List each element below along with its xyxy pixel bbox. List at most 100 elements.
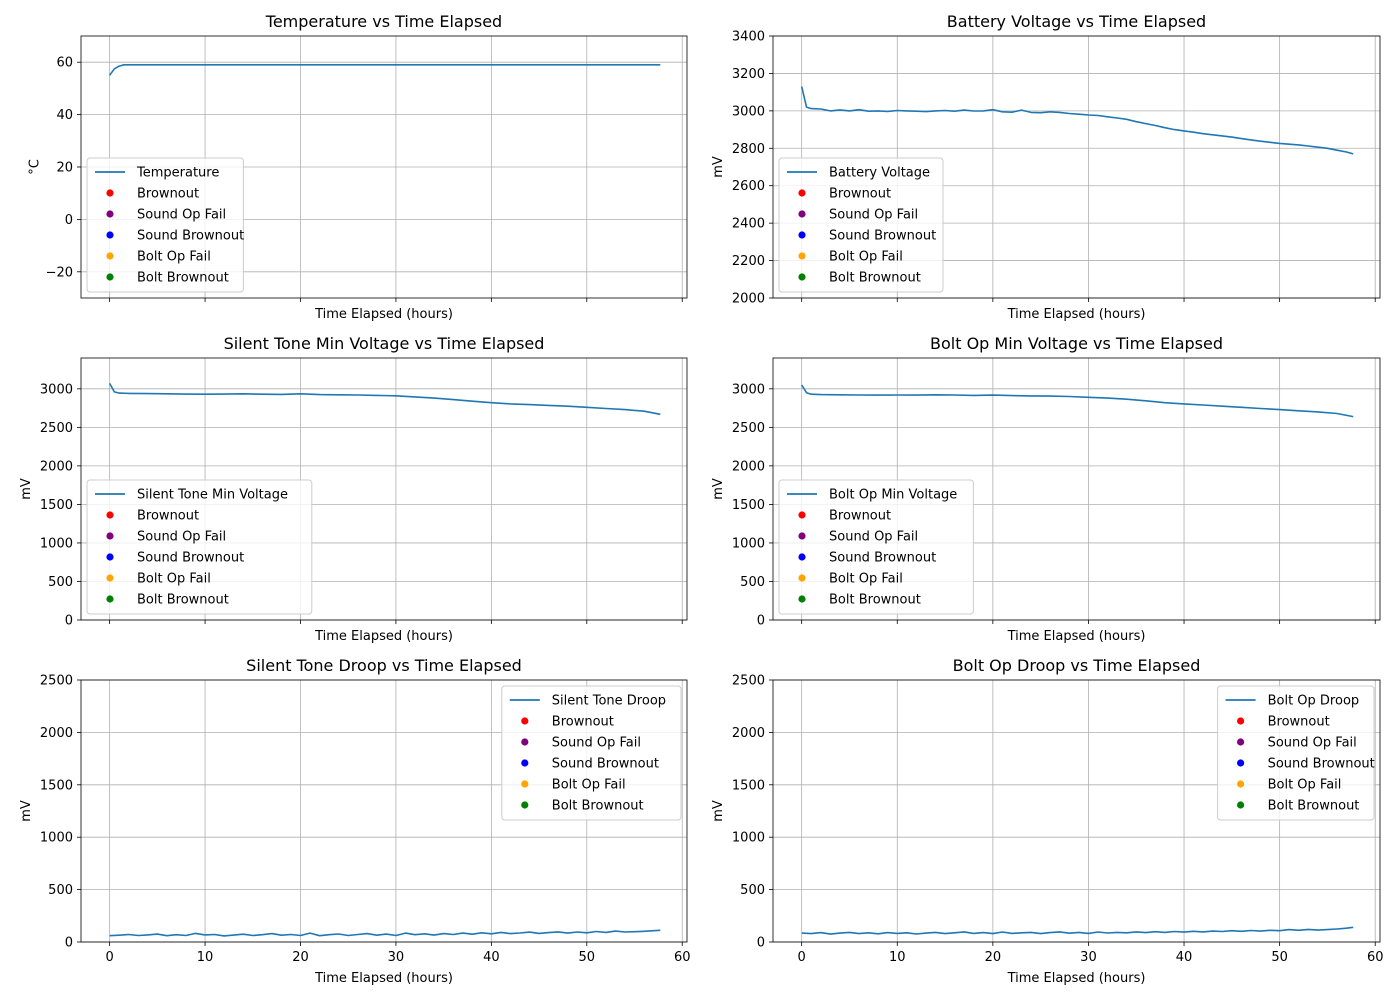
series-line-temperature xyxy=(108,64,661,76)
legend-marker-bolt-brownout xyxy=(521,801,529,809)
legend-label-sound-brownout: Sound Brownout xyxy=(1268,757,1375,772)
y-tick-label: 1500 xyxy=(732,498,765,513)
x-tick-label: 0 xyxy=(798,950,806,965)
legend-label-sound-brownout: Sound Brownout xyxy=(137,551,244,566)
chart-panel-4: 0 500 1000 1500 2000 2500 3000 Bolt Op Min Volt… xyxy=(711,334,1381,644)
axes-frame xyxy=(772,35,1381,299)
x-tick-label: 50 xyxy=(579,950,596,965)
x-tick-label: 20 xyxy=(292,950,309,965)
y-tick-label: 2000 xyxy=(40,459,73,474)
legend-marker-sound-brownout xyxy=(798,553,806,561)
legend-marker-sound-op-fail xyxy=(1237,738,1245,746)
legend-label-silent-tone-droop: Silent Tone Droop xyxy=(552,694,666,709)
x-tick-label: 60 xyxy=(1367,950,1384,965)
legend-label-sound-op-fail: Sound Op Fail xyxy=(829,208,918,223)
legend-label-brownout: Brownout xyxy=(137,187,199,202)
legend-marker-bolt-brownout xyxy=(798,273,806,281)
x-tick-label: 40 xyxy=(1176,950,1193,965)
legend-marker-sound-brownout xyxy=(106,231,114,239)
series-line-silent-tone-droop xyxy=(109,929,661,937)
legend-label-bolt-brownout: Bolt Brownout xyxy=(1268,799,1360,814)
y-tick-label: 3000 xyxy=(732,104,765,119)
x-axis-label: Time Elapsed (hours) xyxy=(314,971,453,986)
legend-label-sound-op-fail: Sound Op Fail xyxy=(552,736,641,751)
legend-label-temperature: Temperature xyxy=(136,166,219,181)
y-tick-label: 2600 xyxy=(732,179,765,194)
y-tick-label: 500 xyxy=(740,575,765,590)
legend-marker-bolt-op-fail xyxy=(798,574,806,582)
legend-label-brownout: Brownout xyxy=(829,187,891,202)
legend-label-sound-brownout: Sound Brownout xyxy=(552,757,659,772)
y-tick-label: 1500 xyxy=(732,778,765,793)
legend-label-bolt-op-fail: Bolt Op Fail xyxy=(1268,778,1342,793)
x-tick-label: 30 xyxy=(388,950,405,965)
legend-marker-sound-op-fail xyxy=(106,210,114,218)
y-axis-label: mV xyxy=(711,156,726,178)
y-tick-label: 40 xyxy=(56,108,73,123)
legend-marker-bolt-brownout xyxy=(106,595,114,603)
x-tick-label: 10 xyxy=(197,950,214,965)
y-tick-label: 2000 xyxy=(732,459,765,474)
y-tick-label: 60 xyxy=(56,56,73,71)
axes-frame xyxy=(80,679,688,943)
y-tick-label: 1000 xyxy=(732,831,765,846)
legend-label-bolt-op-min-voltage: Bolt Op Min Voltage xyxy=(829,488,957,503)
legend: Bolt Op Min Voltage Brownout Sound Op Fail… xyxy=(778,479,974,615)
chart-title: Battery Voltage vs Time Elapsed xyxy=(947,12,1206,31)
legend-label-battery-voltage: Battery Voltage xyxy=(829,166,930,181)
x-axis-label: Time Elapsed (hours) xyxy=(1007,971,1146,986)
legend-marker-bolt-op-fail xyxy=(106,574,114,582)
y-axis-label: mV xyxy=(19,478,34,500)
legend-box xyxy=(1217,685,1375,821)
x-tick-label: 40 xyxy=(483,950,500,965)
chart-panel-1: −20 0 20 40 60 Temperature vs Time Elapsed Tim… xyxy=(27,12,688,322)
legend-label-brownout: Brownout xyxy=(1268,715,1330,730)
legend-label-sound-op-fail: Sound Op Fail xyxy=(137,530,226,545)
y-tick-label: 2400 xyxy=(732,217,765,232)
y-tick-label: 2000 xyxy=(40,726,73,741)
legend-label-sound-brownout: Sound Brownout xyxy=(829,551,936,566)
legend-marker-sound-op-fail xyxy=(798,532,806,540)
legend-label-bolt-brownout: Bolt Brownout xyxy=(137,271,229,286)
legend-box xyxy=(86,157,244,293)
chart-title: Bolt Op Droop vs Time Elapsed xyxy=(953,656,1201,675)
y-tick-label: 2500 xyxy=(40,421,73,436)
y-tick-label: 3000 xyxy=(40,382,73,397)
legend-marker-bolt-op-fail xyxy=(106,252,114,260)
legend-marker-bolt-op-fail xyxy=(521,780,529,788)
legend-label-sound-op-fail: Sound Op Fail xyxy=(137,208,226,223)
legend-label-bolt-brownout: Bolt Brownout xyxy=(137,593,229,608)
legend: Silent Tone Min Voltage Brownout Sound Op … xyxy=(86,479,313,615)
y-axis-label: mV xyxy=(19,800,34,822)
legend-label-brownout: Brownout xyxy=(137,509,199,524)
chart-panel-3: 0 500 1000 1500 2000 2500 3000 Silent Tone Min … xyxy=(19,334,688,644)
legend-marker-bolt-brownout xyxy=(1237,801,1245,809)
y-axis-label: mV xyxy=(711,800,726,822)
legend-marker-sound-op-fail xyxy=(798,210,806,218)
x-axis-label: Time Elapsed (hours) xyxy=(314,629,453,644)
y-tick-label: 1500 xyxy=(40,778,73,793)
legend-label-silent-tone-min-voltage: Silent Tone Min Voltage xyxy=(137,488,288,503)
y-tick-label: −20 xyxy=(46,265,73,280)
legend-label-bolt-op-fail: Bolt Op Fail xyxy=(137,250,211,265)
y-tick-label: 1500 xyxy=(40,498,73,513)
y-tick-label: 3400 xyxy=(732,30,765,45)
legend-marker-brownout xyxy=(106,189,114,197)
x-tick-label: 10 xyxy=(889,950,906,965)
y-tick-label: 500 xyxy=(48,575,73,590)
legend-label-bolt-op-fail: Bolt Op Fail xyxy=(552,778,626,793)
legend-marker-sound-op-fail xyxy=(521,738,529,746)
legend-label-sound-op-fail: Sound Op Fail xyxy=(829,530,918,545)
y-tick-label: 0 xyxy=(65,614,73,629)
legend-label-brownout: Brownout xyxy=(552,715,614,730)
y-tick-label: 0 xyxy=(757,936,765,951)
x-tick-label: 20 xyxy=(985,950,1002,965)
series-line-silent-tone-min-voltage xyxy=(108,383,661,416)
y-tick-label: 2500 xyxy=(40,674,73,689)
y-tick-label: 0 xyxy=(65,213,73,228)
y-tick-label: 0 xyxy=(757,614,765,629)
legend-marker-sound-op-fail xyxy=(106,532,114,540)
legend-marker-sound-brownout xyxy=(106,553,114,561)
chart-title: Temperature vs Time Elapsed xyxy=(265,12,502,31)
